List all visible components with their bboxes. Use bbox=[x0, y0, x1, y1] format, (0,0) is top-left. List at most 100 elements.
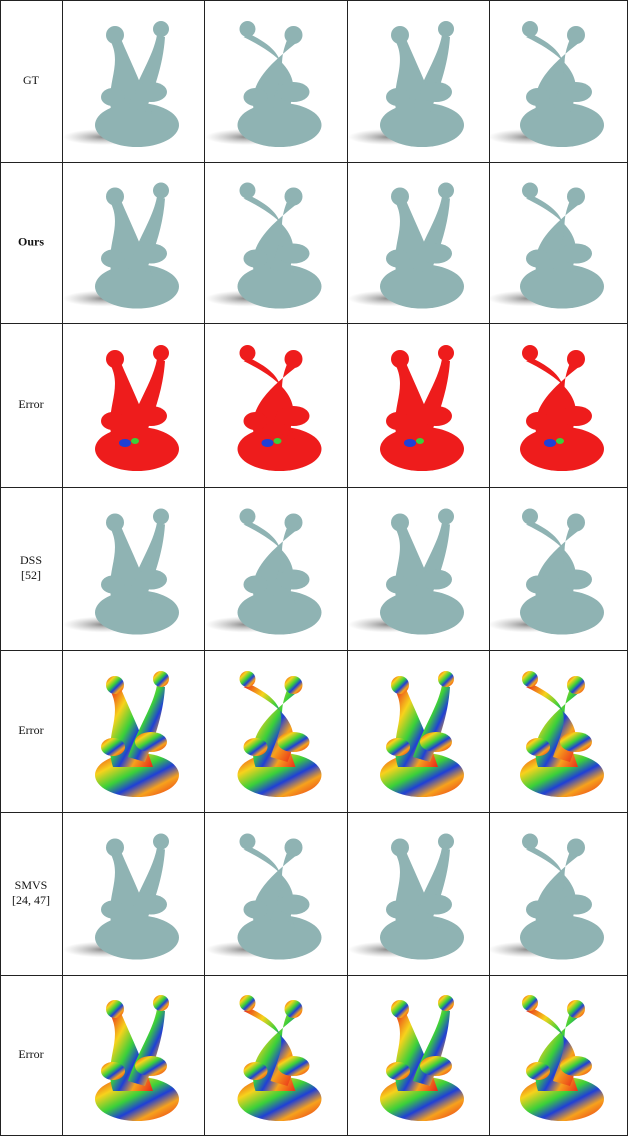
specimen-part bbox=[277, 569, 310, 590]
result-image bbox=[205, 508, 322, 635]
specimen-part bbox=[438, 508, 454, 525]
specimen-part bbox=[277, 243, 310, 264]
specimen-part bbox=[391, 350, 409, 368]
row-label: DSS bbox=[20, 553, 42, 567]
specimen-part bbox=[438, 182, 454, 199]
specimen-part bbox=[239, 995, 256, 1011]
specimen-part bbox=[386, 575, 410, 594]
result-image bbox=[488, 182, 604, 309]
result-image bbox=[63, 182, 179, 309]
result-image bbox=[488, 21, 604, 147]
specimen-part bbox=[420, 569, 452, 590]
specimen-part bbox=[106, 513, 124, 532]
specimen-part bbox=[391, 838, 409, 857]
specimen-part bbox=[106, 1000, 124, 1018]
result-image bbox=[380, 671, 464, 797]
row-label: Error bbox=[18, 723, 43, 737]
specimen-part bbox=[101, 738, 125, 756]
specimen-part bbox=[526, 249, 550, 268]
specimen-part bbox=[153, 995, 169, 1011]
result-image bbox=[237, 995, 322, 1121]
result-image bbox=[95, 995, 179, 1121]
specimen-part bbox=[420, 732, 452, 752]
specimen-part bbox=[386, 1062, 410, 1080]
specimen-part bbox=[239, 21, 256, 37]
specimen-part bbox=[243, 249, 268, 268]
result-image bbox=[348, 21, 464, 147]
specimen-part bbox=[567, 187, 585, 206]
specimen-part bbox=[526, 738, 550, 756]
row-label: Error bbox=[18, 397, 43, 411]
error-patch bbox=[261, 439, 274, 447]
specimen-part bbox=[277, 1056, 310, 1076]
specimen-part bbox=[391, 187, 409, 206]
row-label: [24, 47] bbox=[12, 893, 50, 907]
specimen-part bbox=[560, 894, 592, 915]
specimen-part bbox=[239, 671, 256, 687]
specimen-part bbox=[567, 838, 585, 857]
specimen-part bbox=[239, 182, 256, 199]
specimen-part bbox=[391, 26, 409, 44]
specimen-part bbox=[153, 833, 169, 850]
specimen-part bbox=[526, 900, 550, 919]
specimen-part bbox=[101, 249, 125, 268]
specimen-part bbox=[567, 513, 585, 532]
result-image bbox=[520, 995, 604, 1121]
specimen-part bbox=[277, 894, 310, 915]
specimen-part bbox=[284, 513, 303, 532]
result-image bbox=[63, 833, 179, 960]
specimen-part bbox=[284, 26, 303, 44]
specimen-part bbox=[284, 187, 303, 206]
specimen-part bbox=[386, 412, 410, 430]
result-image bbox=[380, 345, 464, 471]
specimen-part bbox=[386, 738, 410, 756]
specimen-part bbox=[101, 575, 125, 594]
specimen-part bbox=[135, 569, 167, 590]
specimen-part bbox=[438, 995, 454, 1011]
specimen-part bbox=[135, 82, 167, 102]
specimen-part bbox=[420, 406, 452, 426]
specimen-part bbox=[277, 406, 310, 426]
specimen-part bbox=[239, 833, 256, 850]
specimen-part bbox=[239, 345, 256, 361]
specimen-part bbox=[438, 671, 454, 687]
result-image bbox=[348, 182, 464, 309]
specimen-part bbox=[284, 838, 303, 857]
specimen-part bbox=[438, 345, 454, 361]
result-image bbox=[237, 345, 322, 471]
specimen-part bbox=[106, 838, 124, 857]
result-image bbox=[63, 508, 179, 635]
result-image bbox=[380, 995, 464, 1121]
specimen-part bbox=[386, 88, 410, 106]
specimen-part bbox=[101, 88, 125, 106]
specimen-part bbox=[135, 406, 167, 426]
specimen-part bbox=[284, 676, 303, 694]
error-patch bbox=[119, 439, 131, 447]
specimen-part bbox=[284, 350, 303, 368]
specimen-part bbox=[438, 833, 454, 850]
specimen-part bbox=[420, 1056, 452, 1076]
specimen-part bbox=[106, 676, 124, 694]
specimen-part bbox=[239, 508, 256, 525]
result-image bbox=[520, 345, 604, 471]
specimen-part bbox=[106, 187, 124, 206]
specimen-part bbox=[522, 671, 538, 687]
specimen-part bbox=[560, 82, 592, 102]
result-image bbox=[205, 182, 322, 309]
specimen-part bbox=[526, 1062, 550, 1080]
specimen-part bbox=[386, 249, 410, 268]
specimen-part bbox=[567, 676, 585, 694]
specimen-part bbox=[277, 732, 310, 752]
specimen-part bbox=[135, 732, 167, 752]
result-image bbox=[348, 833, 464, 960]
specimen-part bbox=[101, 412, 125, 430]
specimen-part bbox=[243, 738, 268, 756]
result-image bbox=[205, 833, 322, 960]
result-image bbox=[205, 21, 322, 147]
specimen-part bbox=[560, 732, 592, 752]
specimen-part bbox=[391, 676, 409, 694]
row-label: Error bbox=[18, 1047, 43, 1061]
specimen-part bbox=[101, 900, 125, 919]
specimen-part bbox=[420, 243, 452, 264]
